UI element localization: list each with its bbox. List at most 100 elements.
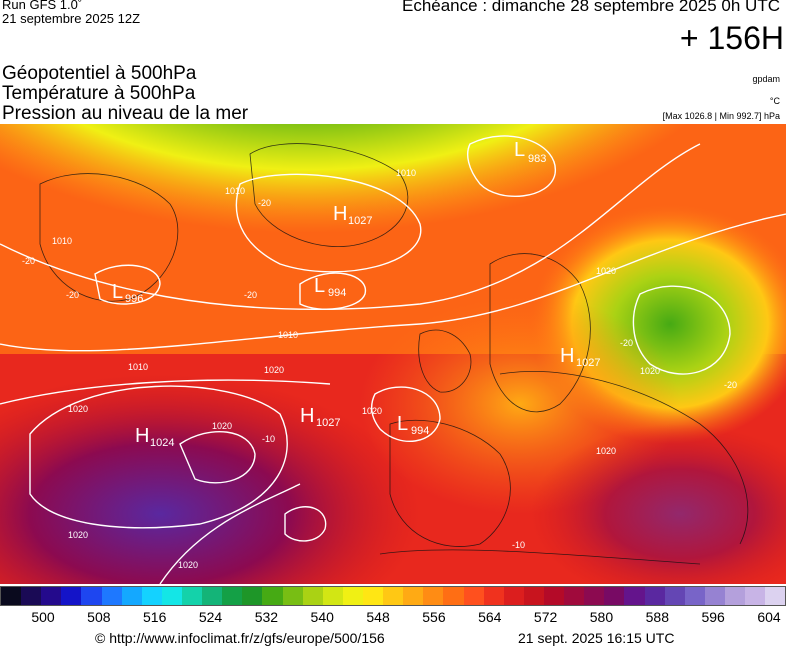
color-scale-swatch — [423, 587, 444, 605]
color-scale-tick-label: 588 — [645, 609, 669, 625]
pressure-center-low: L 996 — [112, 281, 143, 305]
color-scale-swatch — [584, 587, 605, 605]
color-scale-swatch — [61, 587, 82, 605]
temperature-label: -20 — [258, 198, 271, 208]
color-scale-swatch — [362, 587, 384, 605]
color-scale-tick-label: 532 — [254, 609, 279, 625]
isobar-label: 1010 — [52, 236, 72, 246]
color-scale-tick-label: 596 — [701, 609, 725, 625]
color-scale-tick-label: 508 — [87, 609, 111, 625]
pressure-center-high: H 1027 — [560, 345, 600, 369]
isobar-label: 1020 — [640, 366, 660, 376]
run-label: Run GFS 1.0˚ — [2, 0, 83, 12]
isobar-label: 1010 — [278, 330, 298, 340]
isobars — [0, 135, 786, 584]
issued-timestamp: 21 sept. 2025 16:15 UTC — [518, 630, 675, 646]
temperature-labels: -20 -20 -20 -20 -20 -20 -10 -10 — [22, 198, 737, 550]
pressure-center-low: L 994 — [314, 275, 346, 299]
color-scale-swatch — [81, 587, 102, 605]
svg-text:L: L — [514, 139, 525, 161]
svg-text:1027: 1027 — [576, 357, 600, 369]
color-scale-swatch — [644, 587, 665, 605]
isobar-labels: 1010 1010 1010 1010 1010 1020 1020 1020 … — [52, 168, 660, 570]
color-scale-swatch — [262, 587, 283, 605]
color-scale-swatch — [463, 587, 484, 605]
temperature-label: -20 — [724, 380, 737, 390]
source-url[interactable]: © http://www.infoclimat.fr/z/gfs/europe/… — [95, 630, 385, 646]
svg-text:983: 983 — [528, 153, 546, 165]
color-scale-swatch — [664, 587, 685, 605]
svg-text:H: H — [300, 405, 314, 427]
color-scale-swatch — [483, 587, 504, 605]
color-scale-swatch — [383, 587, 404, 605]
isobar-label: 1010 — [128, 362, 148, 372]
temperature-label: -20 — [22, 256, 35, 266]
weather-map[interactable]: L 983 H 1027 L 994 L 996 H 1027 H 1027 L… — [0, 124, 786, 584]
svg-text:L: L — [314, 275, 325, 297]
color-scale-swatch — [604, 587, 625, 605]
color-scale-swatch — [724, 587, 746, 605]
color-scale-swatch — [181, 587, 203, 605]
svg-text:996: 996 — [125, 293, 143, 305]
color-scale-tick-label: 548 — [366, 609, 390, 625]
color-scale-swatch — [745, 587, 766, 605]
unit-temperature: °C — [769, 96, 780, 106]
isobar-label: 1020 — [178, 560, 198, 570]
svg-text:994: 994 — [411, 425, 429, 437]
isobar-label: 1020 — [596, 446, 616, 456]
color-scale-swatch — [1, 587, 22, 605]
color-scale-swatch — [704, 587, 725, 605]
run-date: 21 septembre 2025 12Z — [2, 11, 141, 26]
color-scale-swatch — [543, 587, 565, 605]
isobar-label: 1020 — [596, 266, 616, 276]
pressure-center-low: L 983 — [514, 139, 546, 165]
color-scale-tick-label: 500 — [31, 609, 55, 625]
color-scale-swatch — [684, 587, 705, 605]
color-scale-swatch — [41, 587, 62, 605]
color-scale-tick-label: 516 — [143, 609, 167, 625]
svg-text:L: L — [397, 413, 408, 435]
field-title-pressure: Pression au niveau de la mer — [2, 103, 249, 124]
color-scale-swatch — [242, 587, 263, 605]
isobar-label: 1010 — [396, 168, 416, 178]
color-scale-swatch — [141, 587, 162, 605]
color-scale-swatch — [443, 587, 464, 605]
color-scale-ticks: 500 508 516 524 532 540 548 556 564 572 580 588 596 6… — [0, 609, 786, 627]
pressure-center-low: L 994 — [397, 413, 429, 437]
color-scale-tick-label: 524 — [198, 609, 223, 625]
color-scale-tick-label: 572 — [533, 609, 558, 625]
coastlines — [39, 143, 749, 565]
svg-text:994: 994 — [328, 287, 346, 299]
field-title-temperature: Température à 500hPa — [2, 83, 196, 104]
pressure-center-high: H 1024 — [135, 425, 174, 449]
svg-text:1027: 1027 — [348, 215, 372, 227]
svg-text:1027: 1027 — [316, 417, 340, 429]
temperature-label: -10 — [512, 540, 525, 550]
valid-time-label: Echéance : dimanche 28 septembre 2025 0h… — [401, 0, 780, 15]
svg-text:H: H — [135, 425, 149, 447]
isobar-label: 1010 — [225, 186, 245, 196]
color-scale-tick-label: 564 — [478, 609, 502, 625]
color-scale-swatch — [503, 587, 524, 605]
pressure-centers: L 983 H 1027 L 994 L 996 H 1027 H 1027 L… — [112, 139, 600, 449]
svg-text:H: H — [333, 203, 347, 225]
color-scale-swatch — [222, 587, 243, 605]
color-scale-bar — [0, 586, 786, 606]
isobar-label: 1020 — [68, 530, 88, 540]
color-scale-tick-label: 540 — [310, 609, 334, 625]
isobar-label: 1020 — [212, 421, 232, 431]
color-scale-swatch — [101, 587, 122, 605]
pressure-center-high: H 1027 — [333, 203, 372, 227]
svg-text:1024: 1024 — [150, 437, 174, 449]
svg-text:H: H — [560, 345, 574, 367]
color-scale-swatch — [202, 587, 223, 605]
unit-geopotential: gpdam — [752, 74, 780, 84]
forecast-hour: + 156H — [679, 20, 784, 56]
color-scale-swatch — [282, 587, 303, 605]
color-scale-swatch — [523, 587, 544, 605]
pressure-center-high: H 1027 — [300, 405, 340, 429]
field-title-geopotential: Géopotentiel à 500hPa — [2, 63, 197, 84]
isobar-label: 1020 — [362, 406, 382, 416]
isobar-label: 1020 — [68, 404, 88, 414]
temperature-label: -20 — [620, 338, 633, 348]
